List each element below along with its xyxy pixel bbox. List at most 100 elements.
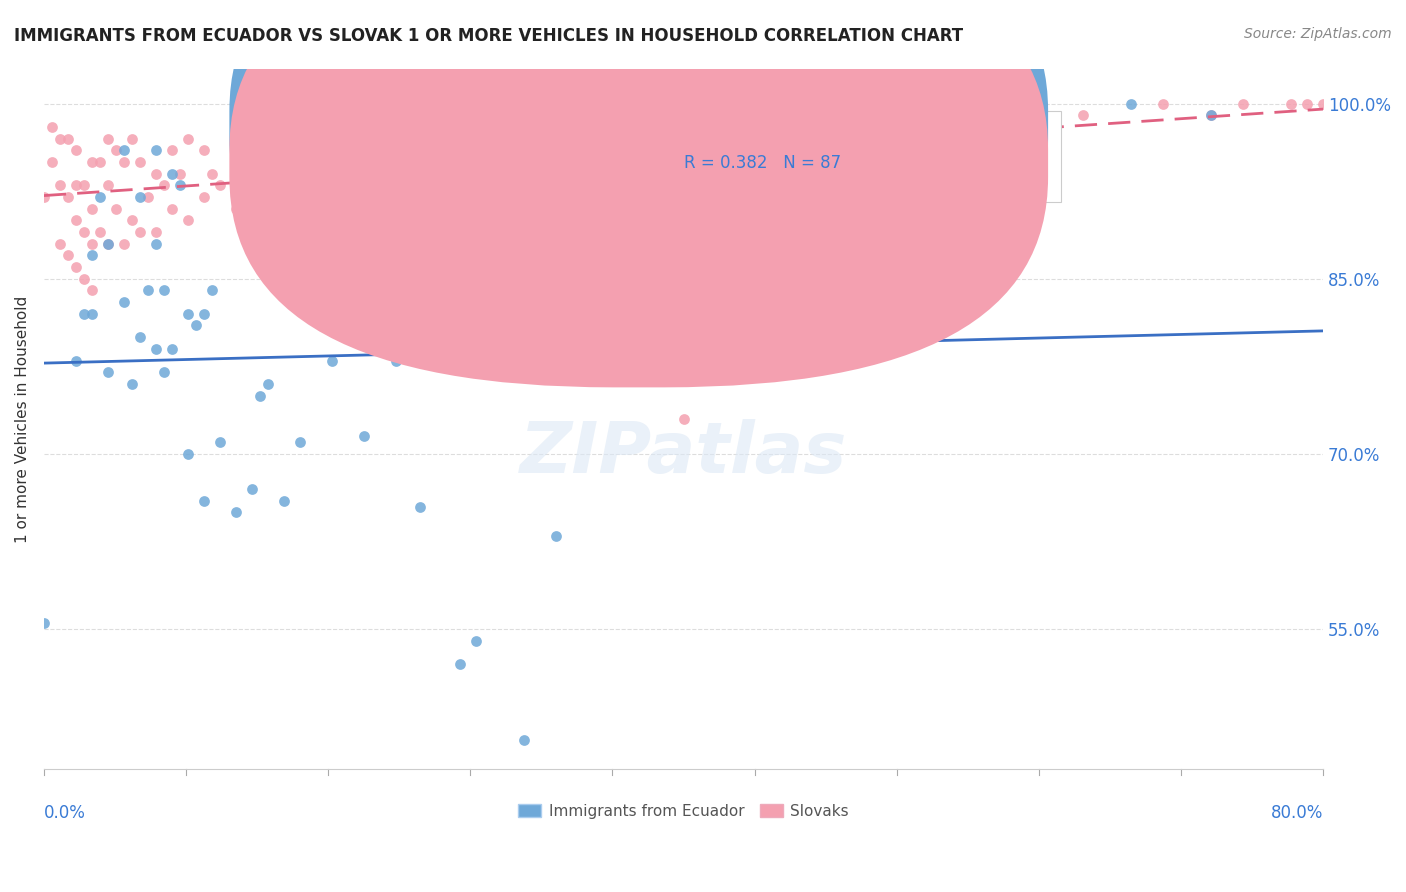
FancyBboxPatch shape: [588, 111, 1062, 202]
Point: [153, 365, 176, 379]
Point: [208, 178, 231, 193]
Point: [128, 190, 150, 204]
Point: [496, 120, 519, 134]
Point: [353, 429, 375, 443]
Point: [104, 202, 127, 216]
Point: [912, 131, 935, 145]
Point: [256, 178, 278, 193]
Point: [704, 131, 727, 145]
Point: [41, 155, 63, 169]
Point: [128, 155, 150, 169]
Point: [288, 167, 311, 181]
Text: 80.0%: 80.0%: [1271, 805, 1323, 822]
Point: [1071, 108, 1094, 122]
Point: [1296, 96, 1319, 111]
Point: [32, 190, 55, 204]
Point: [544, 529, 567, 543]
Point: [80, 284, 103, 298]
Point: [89, 190, 111, 204]
Point: [73, 225, 96, 239]
Point: [193, 493, 215, 508]
Point: [193, 307, 215, 321]
Point: [177, 131, 200, 145]
Text: IMMIGRANTS FROM ECUADOR VS SLOVAK 1 OR MORE VEHICLES IN HOUSEHOLD CORRELATION CH: IMMIGRANTS FROM ECUADOR VS SLOVAK 1 OR M…: [14, 27, 963, 45]
Point: [177, 447, 200, 461]
Point: [160, 202, 183, 216]
Point: [408, 500, 430, 514]
Point: [384, 131, 406, 145]
Point: [65, 213, 87, 227]
Point: [240, 155, 263, 169]
Point: [128, 225, 150, 239]
Point: [56, 131, 79, 145]
Point: [240, 482, 263, 496]
Point: [1199, 108, 1222, 122]
Point: [384, 353, 406, 368]
Point: [56, 190, 79, 204]
Text: Source: ZipAtlas.com: Source: ZipAtlas.com: [1244, 27, 1392, 41]
Point: [321, 353, 343, 368]
Point: [65, 143, 87, 157]
Point: [305, 131, 328, 145]
Point: [97, 236, 120, 251]
Point: [73, 272, 96, 286]
Point: [65, 178, 87, 193]
Point: [121, 131, 143, 145]
Point: [153, 178, 176, 193]
Point: [1199, 108, 1222, 122]
Point: [201, 167, 224, 181]
Y-axis label: 1 or more Vehicles in Household: 1 or more Vehicles in Household: [15, 295, 30, 542]
Point: [368, 312, 391, 326]
Point: [177, 307, 200, 321]
Point: [401, 155, 423, 169]
Point: [89, 155, 111, 169]
Point: [273, 493, 295, 508]
Point: [97, 365, 120, 379]
Point: [1232, 96, 1254, 111]
Point: [97, 236, 120, 251]
Point: [89, 225, 111, 239]
FancyBboxPatch shape: [229, 0, 1047, 387]
Point: [177, 213, 200, 227]
Point: [49, 178, 72, 193]
Point: [145, 236, 167, 251]
Point: [169, 167, 191, 181]
Point: [160, 167, 183, 181]
Point: [592, 120, 614, 134]
Point: [65, 353, 87, 368]
Point: [80, 236, 103, 251]
Point: [353, 143, 375, 157]
Point: [80, 155, 103, 169]
Point: [225, 505, 247, 519]
Point: [112, 143, 135, 157]
Point: [433, 131, 456, 145]
Point: [1376, 96, 1399, 111]
Point: [65, 260, 87, 274]
Point: [112, 236, 135, 251]
Text: R = 0.248   N = 47: R = 0.248 N = 47: [683, 116, 841, 134]
Point: [145, 225, 167, 239]
Point: [321, 155, 343, 169]
Text: 0.0%: 0.0%: [44, 805, 86, 822]
Point: [49, 131, 72, 145]
Point: [49, 236, 72, 251]
Point: [1312, 96, 1334, 111]
Point: [832, 108, 855, 122]
Point: [256, 376, 278, 391]
Point: [97, 131, 120, 145]
Point: [1121, 96, 1143, 111]
Text: R = 0.382   N = 87: R = 0.382 N = 87: [683, 154, 841, 172]
Point: [145, 342, 167, 356]
Point: [609, 190, 631, 204]
Point: [640, 108, 662, 122]
Point: [1279, 96, 1302, 111]
Text: ZIPatlas: ZIPatlas: [520, 419, 848, 489]
Point: [464, 143, 486, 157]
Point: [80, 307, 103, 321]
Point: [104, 143, 127, 157]
Point: [449, 657, 471, 672]
Point: [121, 213, 143, 227]
Point: [336, 120, 359, 134]
Point: [464, 633, 486, 648]
Point: [193, 190, 215, 204]
